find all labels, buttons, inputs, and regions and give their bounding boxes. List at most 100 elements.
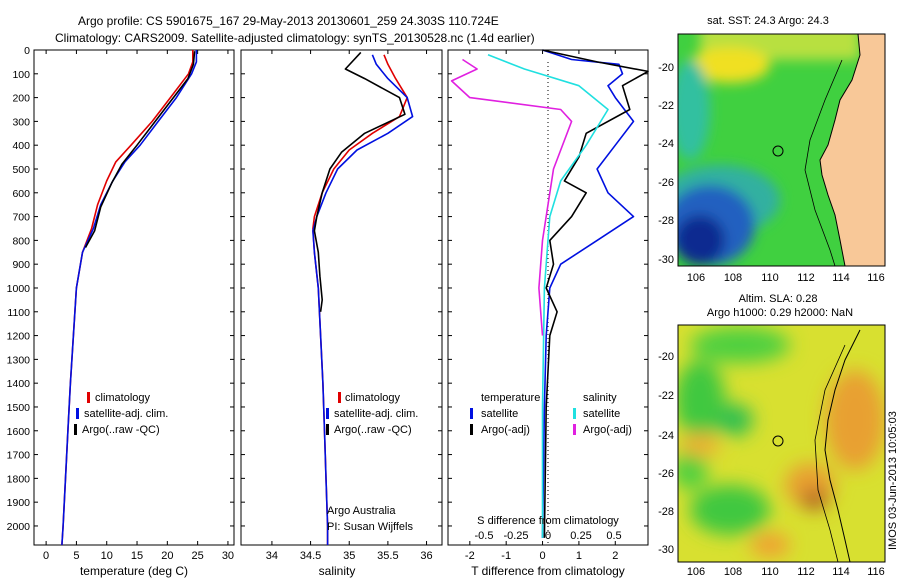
- series-line-temperature-argo-adj-: [542, 49, 649, 538]
- legend-label-argo: Argo(..raw -QC): [82, 424, 160, 436]
- x-tick-label: -1: [501, 550, 511, 562]
- depth-tick-label: 200: [12, 93, 30, 105]
- temperature-series: [61, 50, 198, 546]
- sla-lon-label: 112: [797, 566, 815, 578]
- sst-lon-label: 106: [687, 272, 705, 284]
- sla-lon-label: 110: [761, 566, 779, 578]
- sla-lat-label: -20: [658, 351, 674, 363]
- sla-map-title-line2: Argo h1000: 0.29 h2000: NaN: [707, 307, 853, 319]
- legend-swatch-satellite-adj: [76, 408, 79, 419]
- series-line-argo-raw-qc-: [84, 51, 196, 248]
- sla-coast-contour: [824, 329, 861, 562]
- depth-tick-label: 0: [24, 45, 30, 57]
- sla-argo-location: [772, 435, 784, 447]
- temperature-xlabel: temperature (deg C): [80, 564, 188, 578]
- depth-tick-label: 1300: [7, 354, 31, 366]
- s-tick-label: 0.25: [570, 530, 591, 542]
- x-tick-label: 35: [343, 550, 355, 562]
- sal-legend-label-argo: Argo(..raw -QC): [334, 424, 412, 436]
- series-line-argo-raw-qc-: [313, 51, 406, 312]
- s-tick-label: 0: [545, 530, 551, 542]
- sla-map-title-line1: Altim. SLA: 0.28: [739, 293, 818, 305]
- diff-legend-label-s-satellite: satellite: [583, 408, 620, 420]
- sal-legend-swatch-argo: [326, 424, 329, 435]
- x-tick-label: 1: [576, 550, 582, 562]
- x-tick-label: 34.5: [300, 550, 321, 562]
- series-line-climatology: [61, 50, 194, 546]
- sst-lat-label: -30: [658, 254, 674, 266]
- sla-shelf-contour: [814, 344, 846, 562]
- credit-line1: Argo Australia: [327, 505, 396, 517]
- salinity-x-ticks: 34 34.5 35 35.5 36: [241, 49, 442, 562]
- sal-legend-swatch-climatology: [338, 392, 341, 403]
- diff-legend-label-s-argo: Argo(-adj): [583, 424, 632, 436]
- s-tick-label: -0.5: [475, 530, 494, 542]
- difference-series: [450, 49, 649, 538]
- depth-tick-label: 500: [12, 164, 30, 176]
- sla-green-southwest: [678, 450, 708, 490]
- sla-lat-label: -22: [658, 390, 674, 402]
- sla-lat-label: -24: [658, 430, 674, 442]
- depth-tick-label: 1200: [7, 331, 31, 343]
- sst-lat-label: -22: [658, 100, 674, 112]
- depth-axis: 0 100 200 300 400 500 600 700 800 900 1000 1100 1200…: [7, 45, 31, 533]
- sla-lat-label: -26: [658, 468, 674, 480]
- x-tick-label: 35.5: [377, 550, 398, 562]
- diff-legend-swatch-t-satellite: [470, 408, 473, 419]
- depth-tick-label: 800: [12, 235, 30, 247]
- sla-orange-center: [680, 433, 720, 457]
- sst-lon-label: 108: [724, 272, 742, 284]
- sst-map: [678, 34, 885, 266]
- series-line-salinity-satellite: [487, 54, 609, 538]
- diff-legend-swatch-s-satellite: [573, 408, 576, 419]
- difference-xlabel: T difference from climatology: [471, 564, 625, 578]
- sst-land: [819, 34, 885, 266]
- x-tick-label: 0: [539, 550, 545, 562]
- depth-tick-label: 1400: [7, 378, 31, 390]
- depth-tick-label: 600: [12, 188, 30, 200]
- s-difference-tick-labels: -0.5 -0.25 0 0.25 0.5: [475, 530, 622, 542]
- difference-top-label: S difference from climatology: [477, 515, 619, 527]
- sst-lat-label: -20: [658, 62, 674, 74]
- x-tick-label: 0: [43, 550, 49, 562]
- sst-lat-label: -28: [658, 215, 674, 227]
- x-tick-label: 2: [612, 550, 618, 562]
- header-line2: Climatology: CARS2009. Satellite-adjuste…: [55, 31, 535, 45]
- depth-tick-label: 1600: [7, 426, 31, 438]
- salinity-xlabel: salinity: [319, 564, 356, 578]
- legend-swatch-climatology: [87, 392, 90, 403]
- depth-tick-label: 1000: [7, 283, 31, 295]
- sst-lon-label: 110: [761, 272, 779, 284]
- x-tick-label: 34: [266, 550, 278, 562]
- sla-lat-ticks: -20 -22 -24 -26 -28 -30: [658, 351, 674, 556]
- temperature-panel-frame: [33, 49, 235, 546]
- header-line1: Argo profile: CS 5901675_167 29-May-2013…: [78, 14, 499, 28]
- temperature-legend: climatology satellite-adj. clim. Argo(..…: [74, 392, 168, 436]
- diff-legend-label-t-satellite: satellite: [481, 408, 518, 420]
- depth-tick-label: 1800: [7, 473, 31, 485]
- depth-tick-label: 2000: [7, 521, 31, 533]
- sst-lon-label: 114: [832, 272, 850, 284]
- sal-legend-label-climatology: climatology: [345, 392, 401, 404]
- sla-lat-label: -28: [658, 506, 674, 518]
- series-line-temperature-satellite: [541, 49, 635, 538]
- series-line-climatology: [312, 54, 409, 545]
- sst-coast-contour: [804, 59, 843, 266]
- sal-legend-swatch-satellite-adj: [326, 408, 329, 419]
- sla-green-center: [717, 404, 753, 436]
- sla-lon-label: 116: [867, 566, 885, 578]
- salinity-legend: climatology satellite-adj. clim. Argo(..…: [326, 392, 418, 436]
- diff-legend-swatch-s-argo: [573, 424, 576, 435]
- imos-timestamp: IMOS 03-Jun-2013 10:05:03: [887, 411, 899, 550]
- sst-lat-ticks: -20 -22 -24 -26 -28 -30: [658, 62, 674, 266]
- sst-map-frame: [677, 33, 886, 267]
- legend-label-climatology: climatology: [95, 392, 151, 404]
- sst-cold-core: [678, 215, 725, 265]
- diff-legend-salinity-title: salinity: [583, 392, 617, 404]
- sst-lon-label: 112: [797, 272, 815, 284]
- sla-green-west: [678, 360, 725, 440]
- sal-legend-label-satellite-adj: satellite-adj. clim.: [334, 408, 418, 420]
- sla-brown-coast: [801, 490, 829, 510]
- series-line-satellite-adj-clim-: [312, 54, 414, 545]
